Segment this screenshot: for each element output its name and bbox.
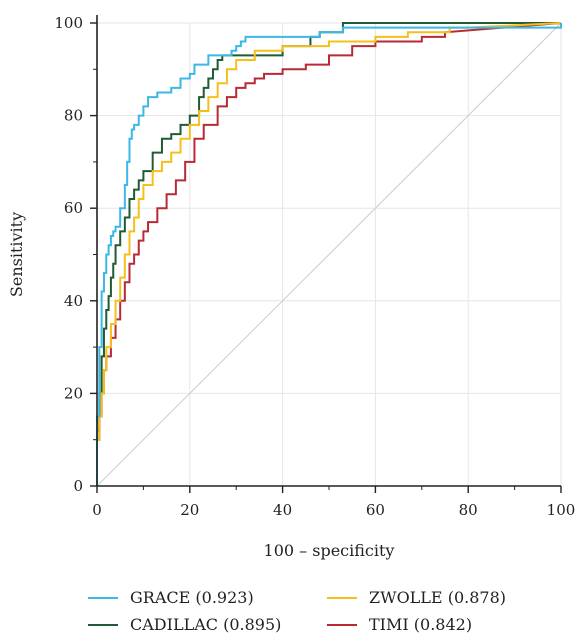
grid-lines: [96, 22, 562, 487]
reference-diagonal-line: [96, 22, 562, 487]
roc-curves: [96, 22, 562, 486]
legend-label-timi: TIMI (0.842): [369, 615, 472, 634]
x-tick-label-0: 0: [92, 501, 102, 519]
y-tick-label-20: 20: [64, 384, 83, 402]
series-line-zwolle: [96, 22, 562, 486]
x-tick-label-80: 80: [459, 501, 478, 519]
x-tick-label-20: 20: [180, 501, 199, 519]
y-tick-label-80: 80: [64, 107, 83, 125]
x-axis-label: 100 – specificity: [264, 541, 395, 560]
series-line-grace: [96, 23, 562, 486]
y-axis-ticks: 0 20 40 60 80 100: [54, 14, 97, 495]
legend-label-grace: GRACE (0.923): [130, 588, 254, 607]
legend-label-zwolle: ZWOLLE (0.878): [369, 588, 506, 607]
legend: GRACE (0.923) ZWOLLE (0.878) CADILLAC (0…: [88, 588, 506, 634]
axes: [96, 15, 561, 487]
y-tick-label-40: 40: [64, 292, 83, 310]
x-tick-label-60: 60: [366, 501, 385, 519]
y-tick-label-100: 100: [54, 14, 83, 32]
x-axis-ticks: 0 20 40 60 80 100: [92, 486, 575, 519]
y-tick-label-0: 0: [73, 477, 83, 495]
y-axis-label: Sensitivity: [7, 212, 26, 297]
x-tick-label-40: 40: [273, 501, 292, 519]
x-tick-label-100: 100: [547, 501, 576, 519]
legend-label-cadillac: CADILLAC (0.895): [130, 615, 281, 634]
y-tick-label-60: 60: [64, 199, 83, 217]
